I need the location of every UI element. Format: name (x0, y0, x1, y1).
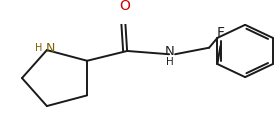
Text: N: N (46, 42, 55, 55)
Text: F: F (216, 25, 224, 39)
Text: H: H (166, 57, 174, 67)
Text: H: H (34, 43, 42, 53)
Text: N: N (165, 45, 175, 58)
Text: O: O (120, 0, 131, 13)
